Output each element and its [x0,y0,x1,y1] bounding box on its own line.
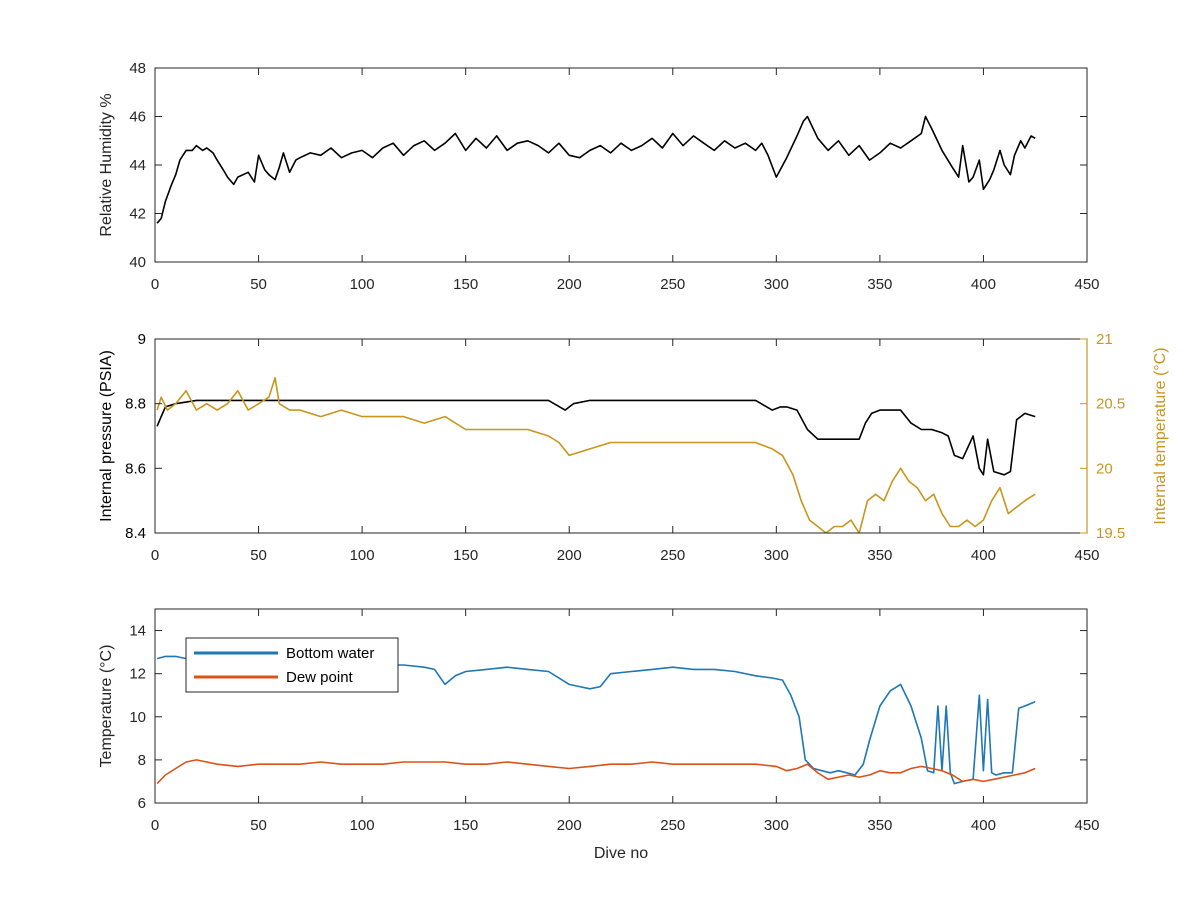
x-tick-label: 400 [971,817,996,834]
y-axis-label: Relative Humidity % [98,93,115,236]
x-tick-label: 450 [1074,276,1099,293]
x-tick-label: 250 [660,547,685,564]
y2-tick-label: 20.5 [1096,396,1125,413]
internal-pressure-line [156,399,1036,476]
x-tick-label: 350 [867,547,892,564]
panel-1: 0 50 100 150 200 250 300 350 400 450 40 42 44 46 48 Rel… [98,60,1100,293]
y-tick-label: 44 [129,157,146,174]
x-tick-label: 200 [557,276,582,293]
x-tick-label: 150 [453,276,478,293]
x-tick-label: 0 [151,817,159,834]
y-tick-label: 42 [129,206,146,223]
x-tick-label: 150 [453,817,478,834]
y-axis-label: Temperature (°C) [98,645,115,768]
y2-tick-label: 19.5 [1096,525,1125,542]
legend-label-2: Dew point [286,669,354,686]
x-tick-label: 0 [151,547,159,564]
x-tick-label: 50 [250,276,267,293]
x-tick-label: 200 [557,817,582,834]
y2-tick-label: 21 [1096,331,1113,348]
x-tick-label: 350 [867,817,892,834]
x-tick-label: 300 [764,547,789,564]
x-tick-label: 100 [350,817,375,834]
x-tick-label: 450 [1074,817,1099,834]
x-tick-label: 50 [250,817,267,834]
y-tick-label: 48 [129,60,146,77]
x-tick-label: 100 [350,547,375,564]
x-tick-label: 150 [453,547,478,564]
x-tick-label: 400 [971,276,996,293]
y-tick-label: 12 [129,666,146,683]
panel-2: 0 50 100 150 200 250 300 350 400 450 8.4 8.6 8.8 9 19.… [98,331,1169,564]
axes-box [154,608,1088,804]
x-tick-label: 50 [250,547,267,564]
legend-label-1: Bottom water [286,645,374,662]
y-tick-label: 6 [138,795,146,812]
x-tick-label: 200 [557,547,582,564]
panel-3: 0 50 100 150 200 250 300 350 400 450 6 8 10 12 14 Tempe… [98,608,1100,862]
y-tick-label: 8 [138,752,146,769]
legend-box [185,637,399,693]
y-tick-label: 8.4 [125,525,146,542]
y-tick-label: 9 [138,331,146,348]
dew-point-line [156,759,1036,785]
x-tick-label: 400 [971,547,996,564]
axes-box [154,67,1088,263]
y-tick-label: 10 [129,709,146,726]
x-tick-label: 250 [660,276,685,293]
relative-humidity-line [156,115,1036,224]
internal-temperature-line [156,376,1036,533]
x-tick-label: 300 [764,276,789,293]
x-tick-label: 100 [350,276,375,293]
x-tick-label: 250 [660,817,685,834]
x-tick-label: 450 [1074,547,1099,564]
y-tick-label: 14 [129,623,146,640]
x-axis-label: Dive no [594,845,648,862]
y-tick-label: 8.6 [125,460,146,477]
y-tick-label: 40 [129,254,146,271]
legend: Bottom water Dew point [185,637,399,693]
y2-axis-label: Internal temperature (°C) [1152,347,1169,524]
x-tick-label: 0 [151,276,159,293]
y-tick-label: 8.8 [125,396,146,413]
y-axis-label: Internal pressure (PSIA) [98,350,115,522]
x-tick-label: 300 [764,817,789,834]
x-tick-label: 350 [867,276,892,293]
y-tick-label: 46 [129,109,146,126]
y2-tick-label: 20 [1096,460,1113,477]
